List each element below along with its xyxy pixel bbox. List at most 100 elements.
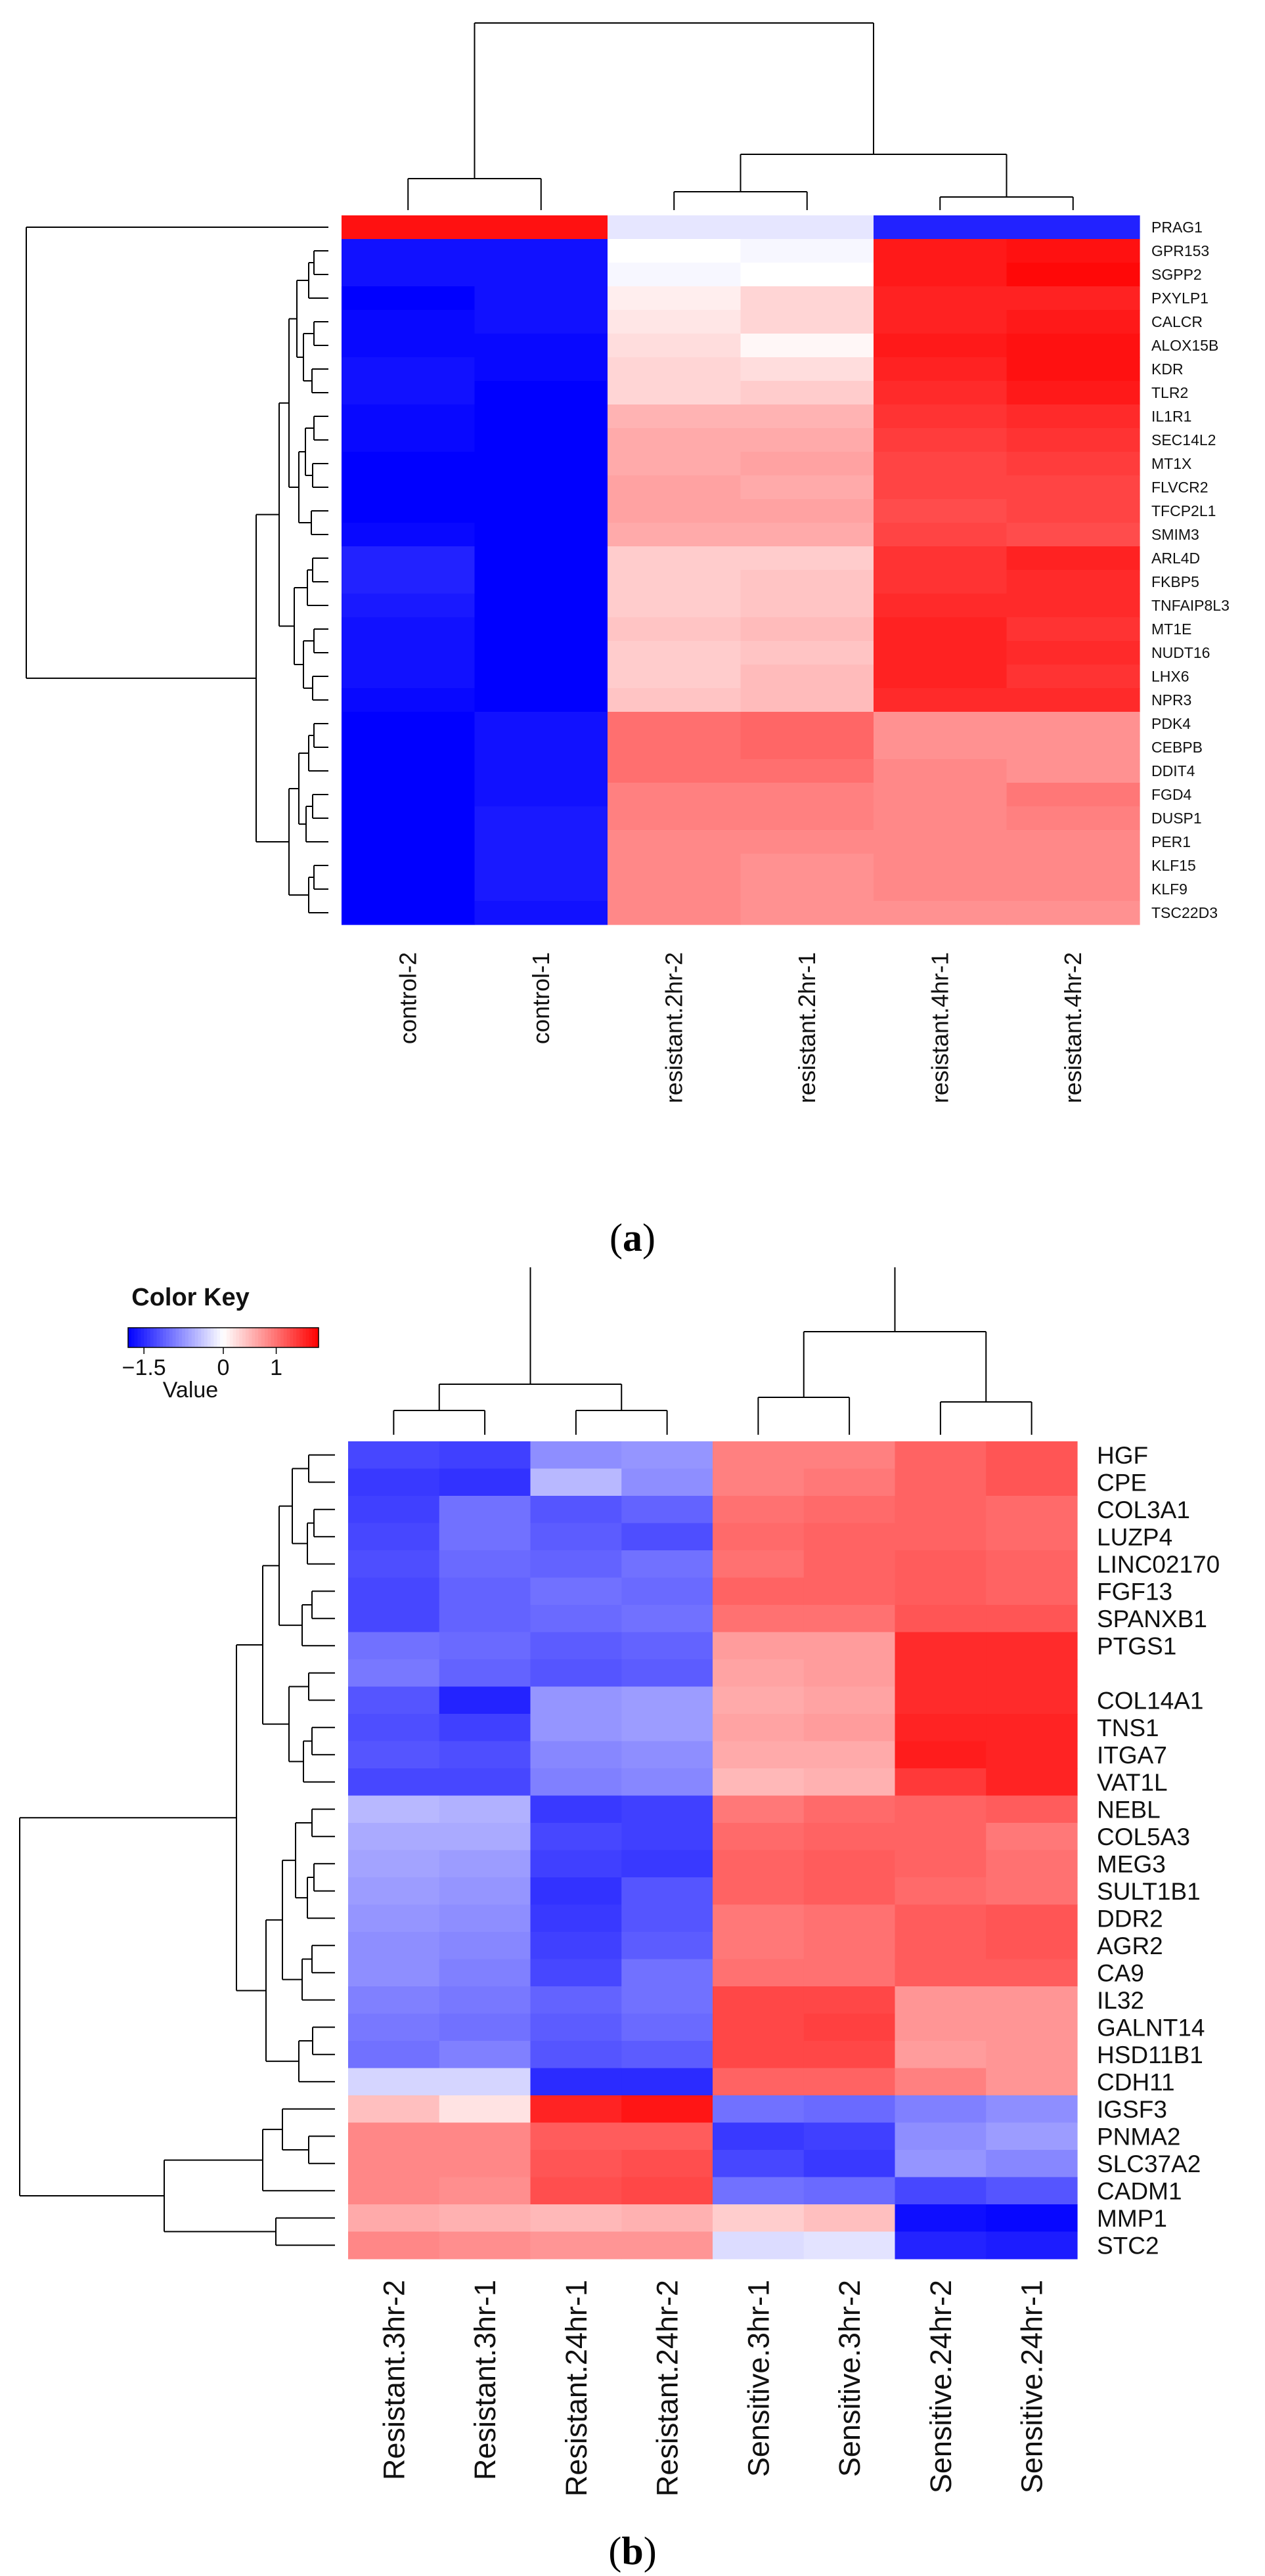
heatmap-cell: [1006, 357, 1140, 382]
heatmap-cell: [713, 2150, 805, 2178]
heatmap-cell: [439, 1714, 531, 1742]
heatmap-cell: [608, 215, 742, 240]
heatmap-cell: [986, 1795, 1078, 1823]
color-key-swatch: [290, 1328, 294, 1347]
heatmap-cell: [803, 1850, 896, 1878]
heatmap-cell: [530, 1577, 622, 1605]
heatmap-cell: [803, 1577, 896, 1605]
heatmap-cell: [895, 1441, 987, 1470]
heatmap-cell: [608, 334, 742, 358]
row-label: FLVCR2: [1151, 479, 1209, 496]
heatmap-cell: [1006, 523, 1140, 547]
row-label: HSD11B1: [1097, 2041, 1203, 2068]
heatmap-cell: [713, 1823, 805, 1851]
color-key-swatch: [204, 1328, 208, 1347]
heatmap-cell: [608, 641, 742, 665]
heatmap-cell: [895, 1659, 987, 1688]
color-key-swatch: [261, 1328, 265, 1347]
color-key-swatch: [134, 1328, 139, 1347]
color-key-swatch: [280, 1328, 284, 1347]
heatmap-cell: [874, 688, 1008, 712]
heatmap-cell: [713, 2041, 805, 2069]
heatmap-cell: [895, 2013, 987, 2041]
heatmap-cell: [342, 877, 476, 902]
color-key-swatch: [179, 1328, 183, 1347]
heatmap-cell: [608, 404, 742, 429]
color-key-swatch: [242, 1328, 246, 1347]
heatmap-cell: [474, 688, 608, 712]
heatmap-cell: [740, 877, 874, 902]
heatmap-cell: [895, 1496, 987, 1524]
heatmap-cell: [342, 381, 476, 405]
heatmap-cell: [439, 1904, 531, 1932]
heatmap-cell: [474, 357, 608, 382]
heatmap-cell: [342, 523, 476, 547]
heatmap-cell: [439, 2013, 531, 2041]
heatmap-cell: [608, 546, 742, 571]
heatmap-cell: [740, 735, 874, 760]
row-label: AGR2: [1097, 1932, 1163, 1959]
heatmap-cell: [986, 1986, 1078, 2015]
heatmap-cell: [874, 617, 1008, 642]
heatmap-cell: [439, 1468, 531, 1496]
color-key-title: Color Key: [131, 1284, 249, 1311]
heatmap-cell: [1006, 641, 1140, 665]
heatmap-cell: [740, 783, 874, 807]
heatmap-cell: [530, 1768, 622, 1797]
heatmap-cell: [530, 2150, 622, 2178]
heatmap-cell: [895, 1795, 987, 1823]
heatmap-cell: [348, 1577, 440, 1605]
color-key-swatch: [296, 1328, 300, 1347]
heatmap-cell: [474, 499, 608, 523]
heatmap-cell: [474, 830, 608, 854]
heatmap-cell: [348, 1741, 440, 1769]
heatmap-cell: [348, 1877, 440, 1906]
heatmap-cell: [621, 1441, 713, 1470]
heatmap-cell: [621, 2150, 713, 2178]
heatmap-cell: [342, 783, 476, 807]
row-label: VAT1L: [1097, 1769, 1168, 1796]
heatmap-cell: [803, 1468, 896, 1496]
panel-b-heatmap: Color Key −1.5 0 1 Value HGFCPECOL3A1LUZP4…: [19, 1267, 1220, 2497]
heatmap-cell: [895, 1932, 987, 1960]
color-key-swatch: [194, 1328, 198, 1347]
heatmap-cell: [530, 1496, 622, 1524]
color-key-swatch: [163, 1328, 167, 1347]
heatmap-cell: [740, 665, 874, 689]
color-key-swatch: [147, 1328, 151, 1347]
heatmap-cell: [474, 286, 608, 311]
heatmap-cell: [895, 1632, 987, 1660]
heatmap-cell: [348, 1550, 440, 1579]
heatmap-cell: [530, 1959, 622, 1987]
row-label: SGPP2: [1151, 266, 1202, 283]
heatmap-cell: [713, 2177, 805, 2205]
color-key-swatch: [226, 1328, 231, 1347]
heatmap-cell: [608, 263, 742, 287]
heatmap-cell: [342, 334, 476, 358]
heatmap-cell: [439, 2122, 531, 2150]
color-key-value-label: Value: [163, 1378, 218, 1403]
heatmap-cell: [621, 1577, 713, 1605]
heatmap-cell: [874, 334, 1008, 358]
heatmap-cell: [1006, 263, 1140, 287]
heatmap-cell: [740, 334, 874, 358]
heatmap-cell: [1006, 546, 1140, 571]
heatmap-cell: [1006, 712, 1140, 736]
row-label: PTGS1: [1097, 1632, 1176, 1659]
heatmap-cell: [474, 334, 608, 358]
color-key-swatch: [175, 1328, 179, 1347]
heatmap-cell: [439, 1986, 531, 2015]
heatmap-cell: [439, 2204, 531, 2233]
heatmap-cell: [348, 2204, 440, 2233]
heatmap-cell: [1006, 499, 1140, 523]
color-key-swatch: [302, 1328, 307, 1347]
heatmap-cell: [986, 2068, 1078, 2096]
heatmap-cell: [874, 404, 1008, 429]
heatmap-cell: [348, 2122, 440, 2150]
heatmap-cell: [874, 475, 1008, 500]
heatmap-cell: [713, 1605, 805, 1633]
row-label: TLR2: [1151, 384, 1188, 401]
heatmap-cell: [895, 2231, 987, 2259]
heatmap-cell: [713, 2013, 805, 2041]
heatmap-cell: [608, 806, 742, 831]
